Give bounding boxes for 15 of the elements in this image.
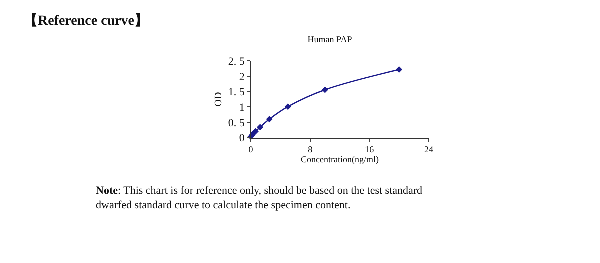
y-tick-label: 0. 5 bbox=[228, 117, 246, 130]
x-tick-label: 24 bbox=[424, 144, 434, 155]
y-tick-label: 0 bbox=[239, 132, 246, 145]
text: 【Reference curve】 bbox=[24, 13, 149, 29]
x-tick-label: 0 bbox=[248, 144, 254, 155]
chart-title: Human PAP bbox=[308, 34, 352, 44]
text: Note: This chart is for reference only, should be based on the test standard dwarfed standard curve to calculate the specimen content. bbox=[96, 185, 424, 212]
x-tick-label: 8 bbox=[308, 144, 314, 155]
x-axis-title: Concentration(ng/ml) bbox=[301, 154, 379, 165]
y-axis-title: OD bbox=[213, 92, 224, 107]
y-tick-label: 1. 5 bbox=[228, 86, 246, 99]
x-tick-label: 16 bbox=[365, 144, 375, 155]
y-tick-label: 2. 5 bbox=[228, 56, 246, 68]
y-tick-label: 1 bbox=[239, 102, 245, 114]
y-tick-label: 2 bbox=[239, 71, 245, 84]
